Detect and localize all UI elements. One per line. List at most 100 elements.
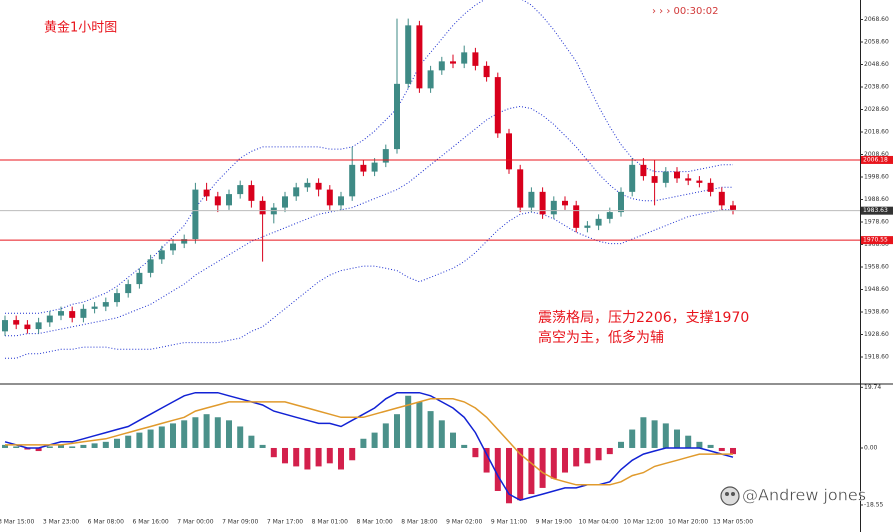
macd-histogram-bar bbox=[606, 447, 613, 455]
macd-histogram-bar bbox=[58, 444, 64, 448]
watermark: @Andrew jones bbox=[742, 486, 866, 505]
candle-body bbox=[539, 191, 546, 215]
candle-body bbox=[349, 164, 356, 197]
macd-histogram-bar bbox=[237, 426, 244, 448]
macd-histogram-bar bbox=[450, 432, 456, 448]
candle-body bbox=[472, 52, 479, 66]
candle-body bbox=[80, 308, 87, 318]
level-label-box bbox=[861, 236, 893, 245]
candle-body bbox=[192, 189, 199, 240]
macd-histogram-bar bbox=[394, 414, 400, 448]
macd-histogram-bar bbox=[573, 447, 580, 467]
macd-histogram-bar bbox=[472, 447, 479, 458]
candle-body bbox=[450, 61, 456, 64]
candle-body bbox=[13, 320, 20, 325]
candle-body bbox=[338, 196, 344, 206]
y-tick-label: 1998.60 bbox=[864, 173, 889, 180]
x-tick-label: 10 Mar 20:00 bbox=[668, 519, 708, 526]
last-price-label: 1983.63 bbox=[863, 207, 888, 214]
y-tick-label: 1948.60 bbox=[864, 286, 889, 293]
macd-histogram-bar bbox=[147, 429, 154, 448]
candle-body bbox=[517, 169, 524, 208]
candle-body bbox=[91, 306, 98, 309]
candle-body bbox=[293, 187, 300, 197]
last-price-box bbox=[861, 206, 893, 215]
candle-body bbox=[584, 225, 591, 228]
macd-histogram-bar bbox=[416, 401, 423, 448]
candle-body bbox=[248, 185, 255, 201]
y-tick-label: 1928.60 bbox=[864, 331, 889, 338]
macd-histogram-bar bbox=[293, 447, 300, 467]
candle-body bbox=[304, 182, 311, 188]
y-tick-label: 2008.60 bbox=[864, 151, 889, 158]
x-tick-label: 9 Mar 02:00 bbox=[446, 519, 482, 526]
candle-body bbox=[326, 189, 333, 206]
y-tick-label: 0.00 bbox=[864, 444, 878, 451]
candle-body bbox=[405, 25, 412, 84]
y-tick-label: 2018.60 bbox=[864, 129, 889, 136]
level-label: 1970.55 bbox=[863, 237, 888, 244]
candle-body bbox=[394, 83, 400, 150]
bollinger-band bbox=[5, 0, 733, 314]
candle-body bbox=[315, 182, 322, 190]
candle-body bbox=[640, 164, 647, 177]
macd-histogram-bar bbox=[349, 447, 356, 461]
y-tick-label: 1918.60 bbox=[864, 353, 889, 360]
x-tick-label: 10 Mar 04:00 bbox=[579, 519, 619, 526]
y-tick-label: 1978.60 bbox=[864, 218, 889, 225]
macd-histogram-bar bbox=[315, 447, 322, 467]
candle-body bbox=[226, 194, 232, 206]
macd-histogram-bar bbox=[461, 444, 468, 448]
candle-body bbox=[438, 61, 445, 71]
candle-body bbox=[360, 164, 367, 172]
macd-line bbox=[4, 391, 734, 502]
macd-histogram-bar bbox=[550, 447, 557, 479]
candle-body bbox=[69, 311, 76, 318]
y-tick-label: 2028.60 bbox=[864, 106, 889, 113]
candle-body bbox=[136, 272, 143, 285]
candle-body bbox=[618, 191, 624, 213]
countdown: › › › 00:30:02 bbox=[652, 6, 718, 17]
candle-body bbox=[2, 320, 8, 332]
macd-pane bbox=[2, 391, 736, 504]
bollinger-band bbox=[5, 105, 733, 337]
macd-histogram-bar bbox=[696, 441, 703, 448]
macd-histogram-bar bbox=[371, 432, 378, 448]
y-tick-label: 2048.60 bbox=[864, 61, 889, 68]
x-tick-label: 8 Mar 01:00 bbox=[312, 519, 348, 526]
x-tick-label: 7 Mar 17:00 bbox=[267, 519, 303, 526]
macd-histogram-bar bbox=[718, 447, 725, 452]
candle-body bbox=[114, 293, 120, 303]
x-tick-label: 10 Mar 12:00 bbox=[623, 519, 663, 526]
candle-body bbox=[718, 191, 725, 206]
annotation: 震荡格局，压力2206，支撑1970 bbox=[538, 310, 749, 326]
x-tick-label: 3 Mar 15:00 bbox=[0, 519, 35, 526]
price-pane bbox=[0, 0, 860, 359]
y-tick-label: 2068.60 bbox=[864, 16, 889, 23]
macd-histogram-bar bbox=[494, 447, 501, 491]
y-tick-label: -18.55 bbox=[864, 501, 884, 508]
x-tick-label: 8 Mar 18:00 bbox=[401, 519, 437, 526]
y-tick-label: 2058.60 bbox=[864, 39, 889, 46]
x-tick-label: 7 Mar 00:00 bbox=[177, 519, 213, 526]
macd-histogram-bar bbox=[562, 447, 568, 473]
macd-histogram-bar bbox=[427, 411, 434, 448]
x-tick-label: 9 Mar 11:00 bbox=[491, 519, 527, 526]
macd-histogram-bar bbox=[338, 447, 344, 470]
x-tick-label: 13 Mar 05:00 bbox=[713, 519, 753, 526]
macd-histogram-bar bbox=[80, 444, 87, 448]
macd-histogram-bar bbox=[517, 447, 524, 501]
level-label-box bbox=[861, 155, 893, 164]
candle-body bbox=[382, 149, 389, 163]
macd-histogram-bar bbox=[584, 447, 591, 464]
macd-histogram-bar bbox=[629, 429, 636, 448]
macd-histogram-bar bbox=[192, 417, 199, 448]
macd-histogram-bar bbox=[304, 447, 311, 470]
candle-body bbox=[147, 259, 154, 273]
macd-histogram-bar bbox=[382, 423, 389, 448]
macd-histogram-bar bbox=[438, 420, 445, 448]
candle-body bbox=[158, 250, 165, 260]
candle-body bbox=[550, 200, 557, 215]
bollinger-band bbox=[5, 209, 733, 359]
